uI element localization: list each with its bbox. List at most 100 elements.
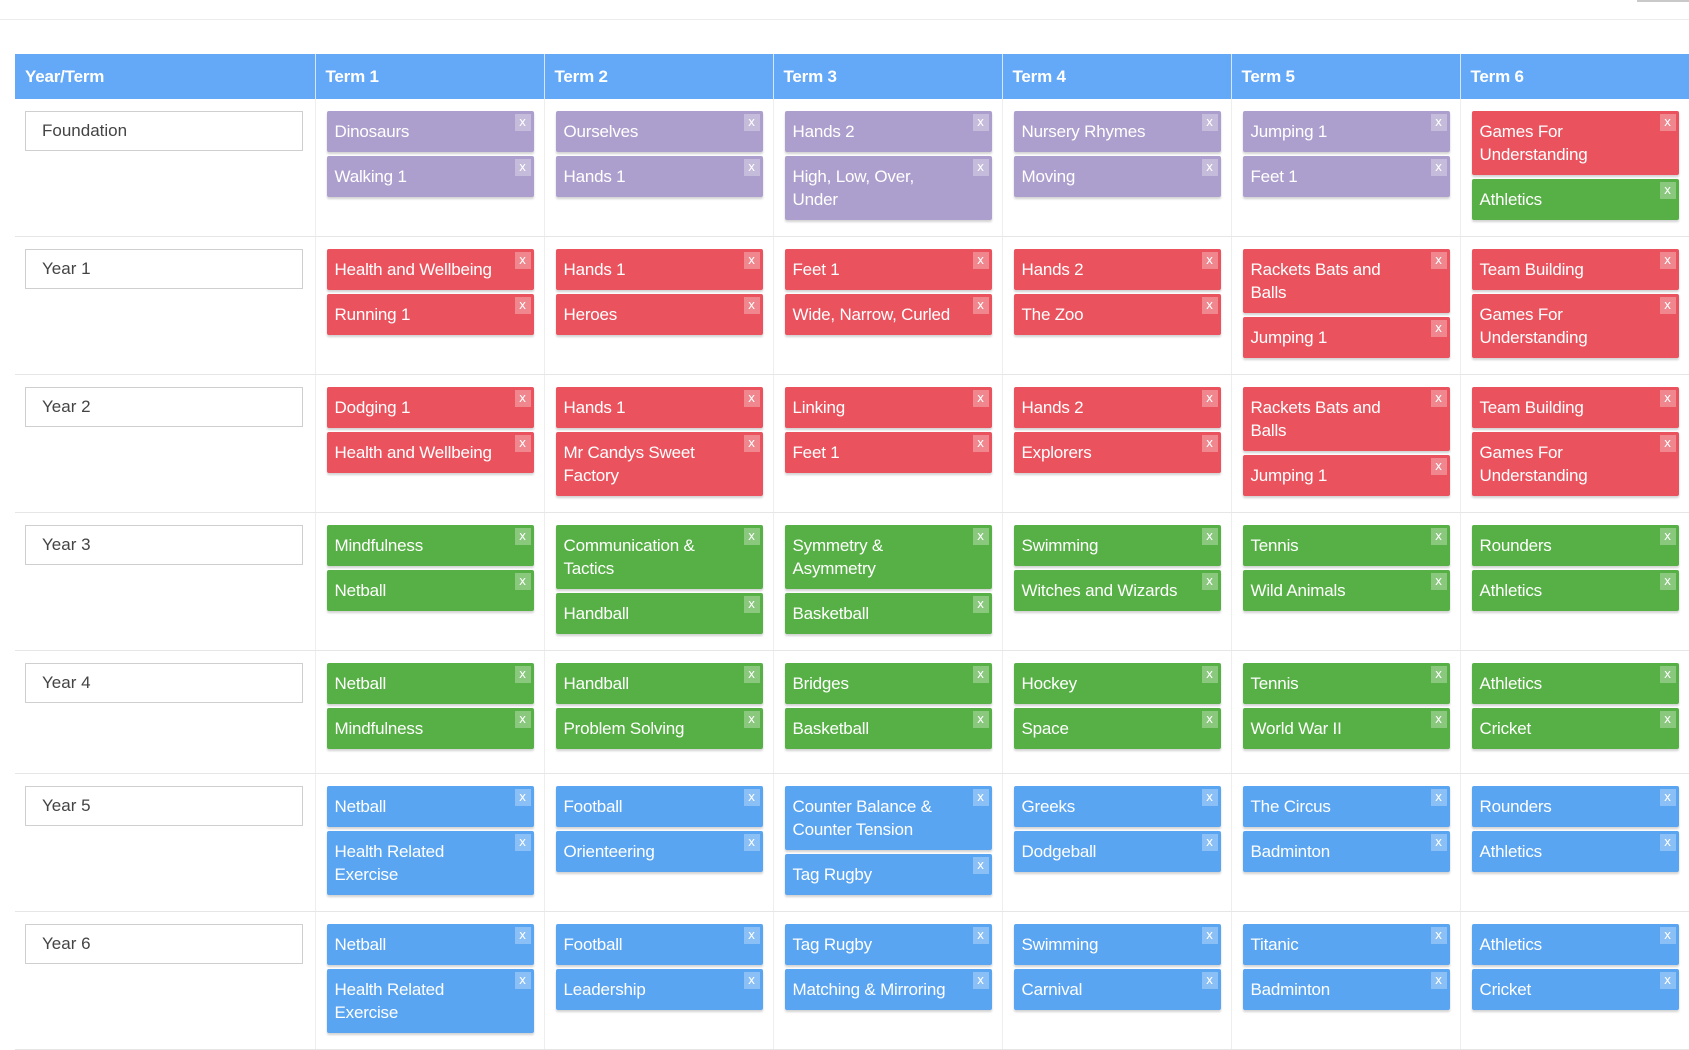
topic-card[interactable]: Counter Balance & Counter Tension x <box>784 786 992 850</box>
topic-card[interactable]: Hockey x <box>1013 663 1221 704</box>
remove-topic-button[interactable]: x <box>1430 528 1447 545</box>
remove-topic-button[interactable]: x <box>1201 573 1218 590</box>
remove-topic-button[interactable]: x <box>743 789 760 806</box>
topic-card[interactable]: Swimming x <box>1013 525 1221 566</box>
remove-topic-button[interactable]: x <box>1659 789 1676 806</box>
remove-topic-button[interactable]: x <box>1201 297 1218 314</box>
topic-card[interactable]: Rounders x <box>1471 786 1679 827</box>
topic-card[interactable]: Witches and Wizards x <box>1013 570 1221 611</box>
remove-topic-button[interactable]: x <box>514 711 531 728</box>
remove-topic-button[interactable]: x <box>1659 182 1676 199</box>
remove-topic-button[interactable]: x <box>1659 435 1676 452</box>
topic-card[interactable]: Matching & Mirroring x <box>784 969 992 1010</box>
year-name-field[interactable] <box>25 663 303 703</box>
topic-card[interactable]: Cricket x <box>1471 969 1679 1010</box>
topic-card[interactable]: Badminton x <box>1242 831 1450 872</box>
topic-card[interactable]: Athletics x <box>1471 179 1679 220</box>
remove-topic-button[interactable]: x <box>1201 114 1218 131</box>
remove-topic-button[interactable]: x <box>972 252 989 269</box>
topic-card[interactable]: Athletics x <box>1471 663 1679 704</box>
remove-topic-button[interactable]: x <box>972 114 989 131</box>
remove-topic-button[interactable]: x <box>972 596 989 613</box>
remove-topic-button[interactable]: x <box>514 114 531 131</box>
remove-topic-button[interactable]: x <box>514 390 531 407</box>
remove-topic-button[interactable]: x <box>1430 711 1447 728</box>
remove-topic-button[interactable]: x <box>1201 927 1218 944</box>
remove-topic-button[interactable]: x <box>972 666 989 683</box>
topic-card[interactable]: Mr Candys Sweet Factory x <box>555 432 763 496</box>
topic-card[interactable]: Games For Understanding x <box>1471 111 1679 175</box>
remove-topic-button[interactable]: x <box>1659 972 1676 989</box>
topic-card[interactable]: Netball x <box>326 663 534 704</box>
topic-card[interactable]: Health and Wellbeing x <box>326 249 534 290</box>
topic-card[interactable]: Rackets Bats and Balls x <box>1242 387 1450 451</box>
topic-card[interactable]: Orienteering x <box>555 831 763 872</box>
remove-topic-button[interactable]: x <box>743 972 760 989</box>
topic-card[interactable]: Tennis x <box>1242 663 1450 704</box>
topic-card[interactable]: Team Building x <box>1471 249 1679 290</box>
topic-card[interactable]: Ourselves x <box>555 111 763 152</box>
topic-card[interactable]: Dodging 1 x <box>326 387 534 428</box>
remove-topic-button[interactable]: x <box>743 927 760 944</box>
topic-card[interactable]: Handball x <box>555 593 763 634</box>
remove-topic-button[interactable]: x <box>743 435 760 452</box>
topic-card[interactable]: Dinosaurs x <box>326 111 534 152</box>
topic-card[interactable]: Health Related Exercise x <box>326 831 534 895</box>
topic-card[interactable]: Wild Animals x <box>1242 570 1450 611</box>
remove-topic-button[interactable]: x <box>1201 252 1218 269</box>
topic-card[interactable]: Tag Rugby x <box>784 854 992 895</box>
remove-topic-button[interactable]: x <box>514 252 531 269</box>
topic-card[interactable]: Hands 2 x <box>1013 387 1221 428</box>
remove-topic-button[interactable]: x <box>972 927 989 944</box>
topic-card[interactable]: Running 1 x <box>326 294 534 335</box>
remove-topic-button[interactable]: x <box>514 528 531 545</box>
remove-topic-button[interactable]: x <box>1201 390 1218 407</box>
remove-topic-button[interactable]: x <box>1201 528 1218 545</box>
topic-card[interactable]: Feet 1 x <box>784 432 992 473</box>
topic-card[interactable]: Football x <box>555 924 763 965</box>
remove-topic-button[interactable]: x <box>972 435 989 452</box>
remove-topic-button[interactable]: x <box>1659 297 1676 314</box>
topic-card[interactable]: The Zoo x <box>1013 294 1221 335</box>
topic-card[interactable]: Bridges x <box>784 663 992 704</box>
topic-card[interactable]: Mindfulness x <box>326 708 534 749</box>
topic-card[interactable]: Jumping 1 x <box>1242 455 1450 496</box>
topic-card[interactable]: Athletics x <box>1471 570 1679 611</box>
topic-card[interactable]: Games For Understanding x <box>1471 294 1679 358</box>
topic-card[interactable]: Football x <box>555 786 763 827</box>
remove-topic-button[interactable]: x <box>1659 666 1676 683</box>
topic-card[interactable]: Greeks x <box>1013 786 1221 827</box>
remove-topic-button[interactable]: x <box>514 573 531 590</box>
remove-topic-button[interactable]: x <box>514 159 531 176</box>
remove-topic-button[interactable]: x <box>1430 573 1447 590</box>
topic-card[interactable]: Cricket x <box>1471 708 1679 749</box>
topic-card[interactable]: Hands 1 x <box>555 156 763 197</box>
topic-card[interactable]: Rackets Bats and Balls x <box>1242 249 1450 313</box>
topic-card[interactable]: Tag Rugby x <box>784 924 992 965</box>
remove-topic-button[interactable]: x <box>972 297 989 314</box>
remove-topic-button[interactable]: x <box>743 252 760 269</box>
remove-topic-button[interactable]: x <box>1201 435 1218 452</box>
topic-card[interactable]: Netball x <box>326 786 534 827</box>
remove-topic-button[interactable]: x <box>1201 972 1218 989</box>
topic-card[interactable]: Wide, Narrow, Curled x <box>784 294 992 335</box>
remove-topic-button[interactable]: x <box>1659 927 1676 944</box>
year-name-field[interactable] <box>25 111 303 151</box>
topic-card[interactable]: Hands 2 x <box>784 111 992 152</box>
topic-card[interactable]: Moving x <box>1013 156 1221 197</box>
topic-card[interactable]: Handball x <box>555 663 763 704</box>
remove-topic-button[interactable]: x <box>1659 114 1676 131</box>
topic-card[interactable]: Dodgeball x <box>1013 831 1221 872</box>
topic-card[interactable]: Symmetry & Asymmetry x <box>784 525 992 589</box>
topic-card[interactable]: Titanic x <box>1242 924 1450 965</box>
remove-topic-button[interactable]: x <box>743 666 760 683</box>
remove-topic-button[interactable]: x <box>1430 927 1447 944</box>
topic-card[interactable]: Hands 1 x <box>555 387 763 428</box>
remove-topic-button[interactable]: x <box>1659 528 1676 545</box>
remove-topic-button[interactable]: x <box>1430 834 1447 851</box>
topic-card[interactable]: Team Building x <box>1471 387 1679 428</box>
remove-topic-button[interactable]: x <box>1430 320 1447 337</box>
remove-topic-button[interactable]: x <box>1659 834 1676 851</box>
remove-topic-button[interactable]: x <box>514 435 531 452</box>
year-name-field[interactable] <box>25 786 303 826</box>
